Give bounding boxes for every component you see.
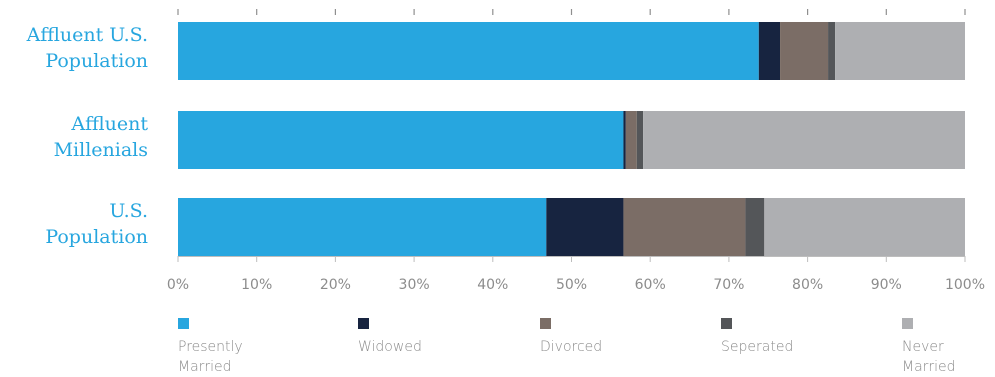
category-label: U.S. Population <box>45 198 148 250</box>
x-tick-label: 60% <box>635 277 666 293</box>
legend-label: Never Married <box>902 337 995 377</box>
x-tick-label: 30% <box>399 277 430 293</box>
legend-label-line: Widowed <box>358 339 422 355</box>
x-tick-label: 90% <box>871 277 902 293</box>
bar-segment <box>546 198 624 256</box>
legend-label-line: Divorced <box>540 339 603 355</box>
legend-swatch <box>902 318 913 329</box>
category-label-line: Affluent <box>71 113 148 135</box>
bar-segment <box>178 111 624 169</box>
bar-segment <box>178 22 759 80</box>
legend-swatch <box>721 318 732 329</box>
bar-segment <box>625 111 637 169</box>
category-label: Affluent U.S. Population <box>27 22 148 74</box>
category-label: Affluent Millenials <box>54 111 148 163</box>
x-tick-label: 0% <box>167 277 189 293</box>
legend-swatch <box>358 318 369 329</box>
legend-label-line: Seperated <box>721 339 794 355</box>
legend-item: Widowed <box>358 318 478 357</box>
legend-label: Widowed <box>358 337 478 357</box>
x-axis-ticks: 0% 10% 20% 30% 40% 50% 60% 70% 80% 90% 100% <box>167 256 985 293</box>
x-tick-label: 100% <box>945 277 985 293</box>
x-tick-label: 40% <box>477 277 508 293</box>
bar-segment <box>764 198 965 256</box>
legend-label-line: Presently <box>178 339 243 355</box>
category-label-line: U.S. <box>109 200 148 222</box>
bar-segment <box>828 22 836 80</box>
category-label-line: Millenials <box>53 139 148 161</box>
bar-segment <box>745 198 765 256</box>
x-tick-label: 80% <box>792 277 823 293</box>
x-tick-label: 50% <box>556 277 587 293</box>
bar-segment <box>780 22 829 80</box>
legend-swatch <box>178 318 189 329</box>
x-tick-label: 10% <box>241 277 272 293</box>
bar-segment <box>623 111 626 169</box>
bar-segment <box>178 198 547 256</box>
category-label-line: Population <box>45 50 148 72</box>
bar-segment <box>835 22 965 80</box>
category-label-line: Affluent U.S. <box>26 24 148 46</box>
legend-label: Seperated <box>721 337 841 357</box>
x-tick-label: 20% <box>320 277 351 293</box>
category-label-line: Population <box>45 226 148 248</box>
top-ticks <box>177 9 966 15</box>
bar-segment <box>623 198 746 256</box>
bar-segment <box>643 111 965 169</box>
legend-label-line: Never <box>902 339 944 355</box>
legend-item: Divorced <box>540 318 660 357</box>
legend-item: Never Married <box>902 318 995 377</box>
legend-label-line: Married <box>178 359 232 375</box>
legend-swatch <box>540 318 551 329</box>
legend-item: Presently Married <box>178 318 298 377</box>
legend-item: Seperated <box>721 318 841 357</box>
legend-label-line: Married <box>902 359 956 375</box>
legend-label: Divorced <box>540 337 660 357</box>
legend-label: Presently Married <box>178 337 298 377</box>
x-tick-label: 70% <box>713 277 744 293</box>
bar-segment <box>758 22 781 80</box>
bars <box>178 22 965 256</box>
bar-segment <box>636 111 644 169</box>
